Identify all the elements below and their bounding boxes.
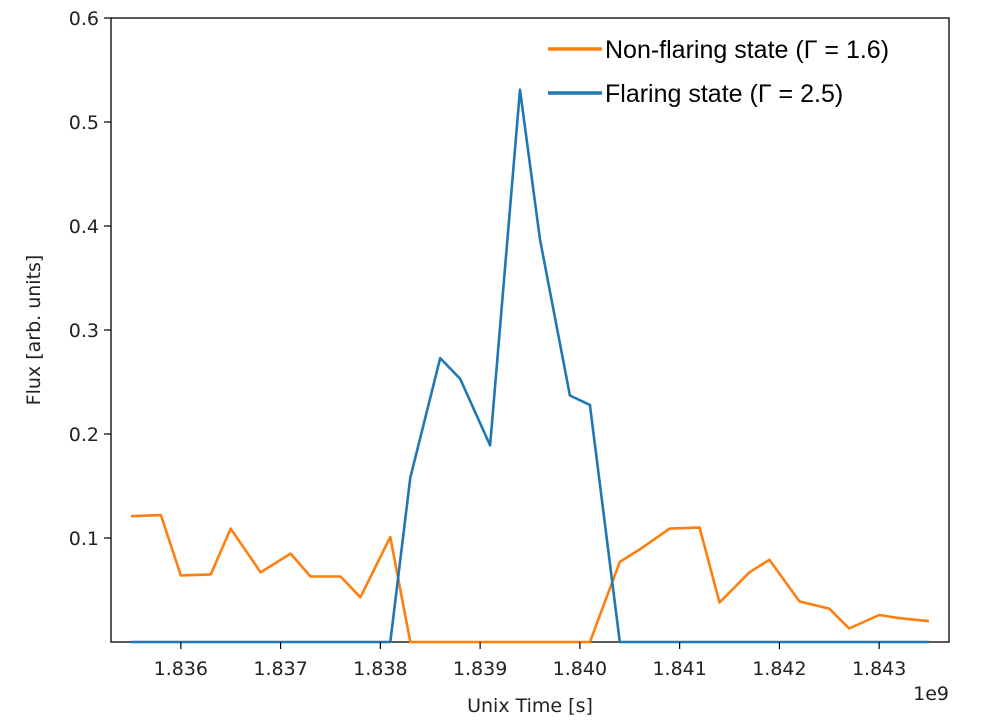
y-tick-label: 0.2 xyxy=(69,424,99,446)
y-tick-label: 0.6 xyxy=(69,8,99,30)
y-tick-label: 0.3 xyxy=(69,320,99,342)
x-axis-ticks: 1.836 1.837 1.838 1.839 1.840 1.841 1.842 1.843 xyxy=(154,642,906,680)
x-tick-label: 1.838 xyxy=(353,658,407,680)
x-tick-label: 1.839 xyxy=(453,658,507,680)
y-tick-label: 0.5 xyxy=(69,112,99,134)
x-axis-label: Unix Time [s] xyxy=(467,695,593,717)
legend-label: Flaring state (Γ = 2.5) xyxy=(605,80,843,108)
plot-frame xyxy=(110,17,950,643)
x-tick-label: 1.841 xyxy=(652,658,706,680)
series-line-2 xyxy=(131,88,929,644)
y-tick-label: 0.1 xyxy=(69,528,99,550)
x-axis-offset-label: 1e9 xyxy=(913,683,949,705)
x-tick-label: 1.836 xyxy=(154,658,208,680)
legend-label: Non-flaring state (Γ = 1.6) xyxy=(605,36,889,64)
legend: Non-flaring state (Γ = 1.6) Flaring state… xyxy=(548,36,889,108)
y-tick-label: 0.4 xyxy=(69,216,99,238)
x-tick-label: 1.840 xyxy=(553,658,607,680)
y-axis-ticks: 0.1 0.2 0.3 0.4 0.5 0.6 xyxy=(69,8,111,550)
series-line-1 xyxy=(130,513,930,644)
y-axis-label: Flux [arb. units] xyxy=(23,255,45,406)
x-tick-label: 1.842 xyxy=(752,658,806,680)
x-tick-label: 1.837 xyxy=(253,658,307,680)
series-layer xyxy=(130,88,930,644)
x-tick-label: 1.843 xyxy=(852,658,906,680)
